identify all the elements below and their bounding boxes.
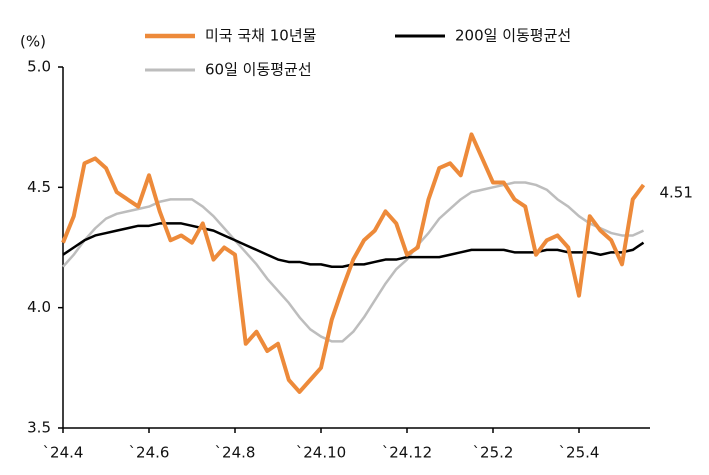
end-value-label: 4.51	[660, 183, 693, 201]
x-tick-label: `24.8	[215, 444, 256, 462]
x-tick-label: `24.10	[296, 444, 346, 462]
x-tick-label: `25.4	[559, 444, 600, 462]
series-line	[62, 181, 645, 343]
y-axis-label: (%)	[20, 33, 46, 51]
x-tick-label: `24.12	[382, 444, 432, 462]
y-tick-label: 4.0	[27, 298, 51, 316]
x-tick-label: `24.6	[129, 444, 170, 462]
y-tick-label: 3.5	[27, 419, 51, 437]
legend-label: 미국 국채 10년물	[205, 27, 316, 45]
legend-label: 200일 이동평균선	[455, 27, 571, 45]
x-tick-label: `24.4	[43, 444, 84, 462]
y-tick-label: 5.0	[27, 58, 51, 76]
y-tick-label: 4.5	[27, 178, 51, 196]
series-line	[61, 132, 646, 394]
legend-label: 60일 이동평균선	[205, 61, 312, 79]
x-tick-label: `25.2	[473, 444, 514, 462]
